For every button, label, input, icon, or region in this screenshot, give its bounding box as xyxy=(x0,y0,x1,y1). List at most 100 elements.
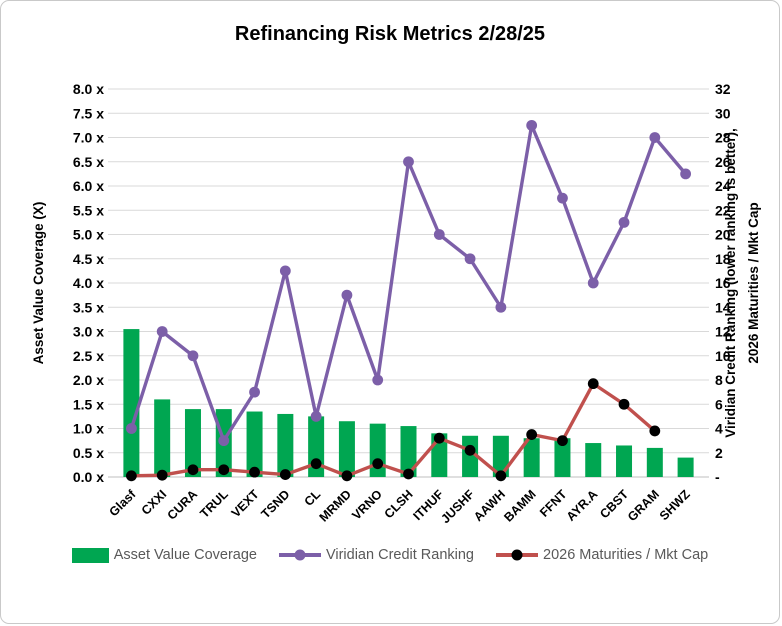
viridian-point xyxy=(218,435,230,447)
right-axis-tick-label: 2 xyxy=(715,445,723,461)
bar xyxy=(492,435,509,477)
left-axis-tick-label: 7.0 x xyxy=(73,130,104,146)
right-axis-tick-label: 18 xyxy=(715,251,731,267)
category-label: AYR.A xyxy=(564,487,601,524)
viridian-point xyxy=(495,301,507,313)
category-label: TRUL xyxy=(197,487,231,521)
maturities-point xyxy=(218,464,230,476)
viridian-point xyxy=(372,374,384,386)
viridian-point xyxy=(557,192,568,204)
left-axis-tick-label: 1.0 x xyxy=(73,421,104,437)
right-axis-tick-label: 16 xyxy=(715,275,731,291)
left-axis-tick-label: 4.5 x xyxy=(73,251,104,267)
viridian-point xyxy=(680,168,692,180)
right-axis-title-line1: Viridian Credit Ranking (lower ranking i… xyxy=(723,128,738,438)
viridian-point xyxy=(464,253,476,265)
maturities-line xyxy=(125,378,661,482)
category-label: GRAM xyxy=(625,487,662,524)
right-axis-tick-label: 24 xyxy=(715,178,731,194)
left-axis-tick-label: 5.5 x xyxy=(73,202,104,218)
maturities-point xyxy=(249,466,260,478)
bar xyxy=(123,329,140,477)
bar xyxy=(400,426,417,477)
maturities-point xyxy=(649,425,661,437)
maturities-point xyxy=(433,432,445,444)
left-axis-tick-label: 0.5 x xyxy=(73,445,104,461)
category-label: BAMM xyxy=(501,487,538,524)
viridian-point xyxy=(526,119,538,131)
viridian-credit-ranking-line xyxy=(125,119,692,447)
legend: Asset Value Coverage Viridian Credit Ran… xyxy=(1,547,779,563)
category-label: AAWH xyxy=(471,487,508,524)
maturities-point xyxy=(495,470,507,482)
bar xyxy=(462,435,479,477)
maturities-point xyxy=(372,458,384,470)
maturities-point xyxy=(464,444,476,456)
maturities-point xyxy=(125,470,137,482)
category-label: CLSH xyxy=(382,487,416,521)
purple-line-swatch-icon xyxy=(278,549,321,561)
viridian-point xyxy=(433,229,445,240)
bar xyxy=(585,443,602,477)
red-line-swatch-icon xyxy=(496,549,538,561)
left-axis-title: Asset Value Coverage (X) xyxy=(31,202,46,365)
viridian-point xyxy=(649,132,661,143)
right-axis-tick-label: 6 xyxy=(715,396,723,412)
viridian-point xyxy=(156,326,168,337)
bar xyxy=(277,413,294,477)
right-axis-tick-label: 14 xyxy=(715,299,731,315)
category-label: TSND xyxy=(259,487,293,521)
axis-tick-labels: 0.0 x - 0.5 x 2 1.0 x 4 1.5 x 6 2.0 x 8 2.5 x 10 3.0… xyxy=(73,81,731,485)
left-axis-tick-label: 3.5 x xyxy=(73,299,104,315)
category-label: SHWZ xyxy=(657,487,693,523)
right-axis-tick-label: 26 xyxy=(715,154,731,170)
viridian-point xyxy=(279,265,291,277)
maturities-point xyxy=(557,435,568,447)
bar xyxy=(616,445,633,477)
legend-label: 2026 Maturities / Mkt Cap xyxy=(543,547,709,563)
maturities-point xyxy=(403,468,414,480)
legend-item-viridian-credit-ranking: Viridian Credit Ranking xyxy=(278,547,474,563)
left-axis-tick-label: 0.0 x xyxy=(73,469,104,485)
bar xyxy=(646,447,663,477)
maturities-point xyxy=(279,469,291,480)
maturities-point xyxy=(526,429,538,440)
left-axis-tick-label: 6.5 x xyxy=(73,154,104,170)
bar xyxy=(154,399,171,477)
bar xyxy=(554,438,571,477)
left-axis-tick-label: 7.5 x xyxy=(73,105,104,121)
viridian-point xyxy=(587,277,599,289)
right-axis-tick-label: 10 xyxy=(715,348,731,364)
category-label: JUSHF xyxy=(438,487,477,526)
bar xyxy=(677,457,694,477)
gridlines xyxy=(108,88,709,478)
category-label: CURA xyxy=(165,487,200,522)
right-axis-tick-label: 32 xyxy=(715,81,731,97)
category-label: Glasf xyxy=(107,487,140,520)
maturities-point xyxy=(187,464,199,476)
maturities-point xyxy=(618,398,630,410)
legend-label: Asset Value Coverage xyxy=(113,547,257,563)
bar-swatch-icon xyxy=(71,547,109,563)
category-label: VEXT xyxy=(229,487,262,520)
maturities-point xyxy=(156,469,168,481)
left-axis-tick-label: 2.0 x xyxy=(73,372,104,388)
bar xyxy=(523,438,540,477)
chart-title: Refinancing Risk Metrics 2/28/25 xyxy=(234,23,546,45)
bar xyxy=(338,421,355,477)
right-axis-tick-label: 20 xyxy=(715,227,731,243)
right-axis-tick-label: - xyxy=(715,469,720,485)
legend-item-asset-value-coverage: Asset Value Coverage xyxy=(71,547,257,563)
right-axis-tick-label: 12 xyxy=(715,324,731,340)
right-axis-tick-label: 8 xyxy=(715,372,723,388)
bar xyxy=(184,409,201,477)
right-axis-title-line2: 2026 Maturities / Mkt Cap xyxy=(746,202,761,363)
legend-item-2026-maturities: 2026 Maturities / Mkt Cap xyxy=(496,547,708,563)
category-label: MRMD xyxy=(317,487,354,524)
viridian-point xyxy=(618,216,630,228)
viridian-point xyxy=(341,289,353,301)
maturities-point xyxy=(310,458,322,470)
right-axis-tick-label: 22 xyxy=(715,202,731,218)
